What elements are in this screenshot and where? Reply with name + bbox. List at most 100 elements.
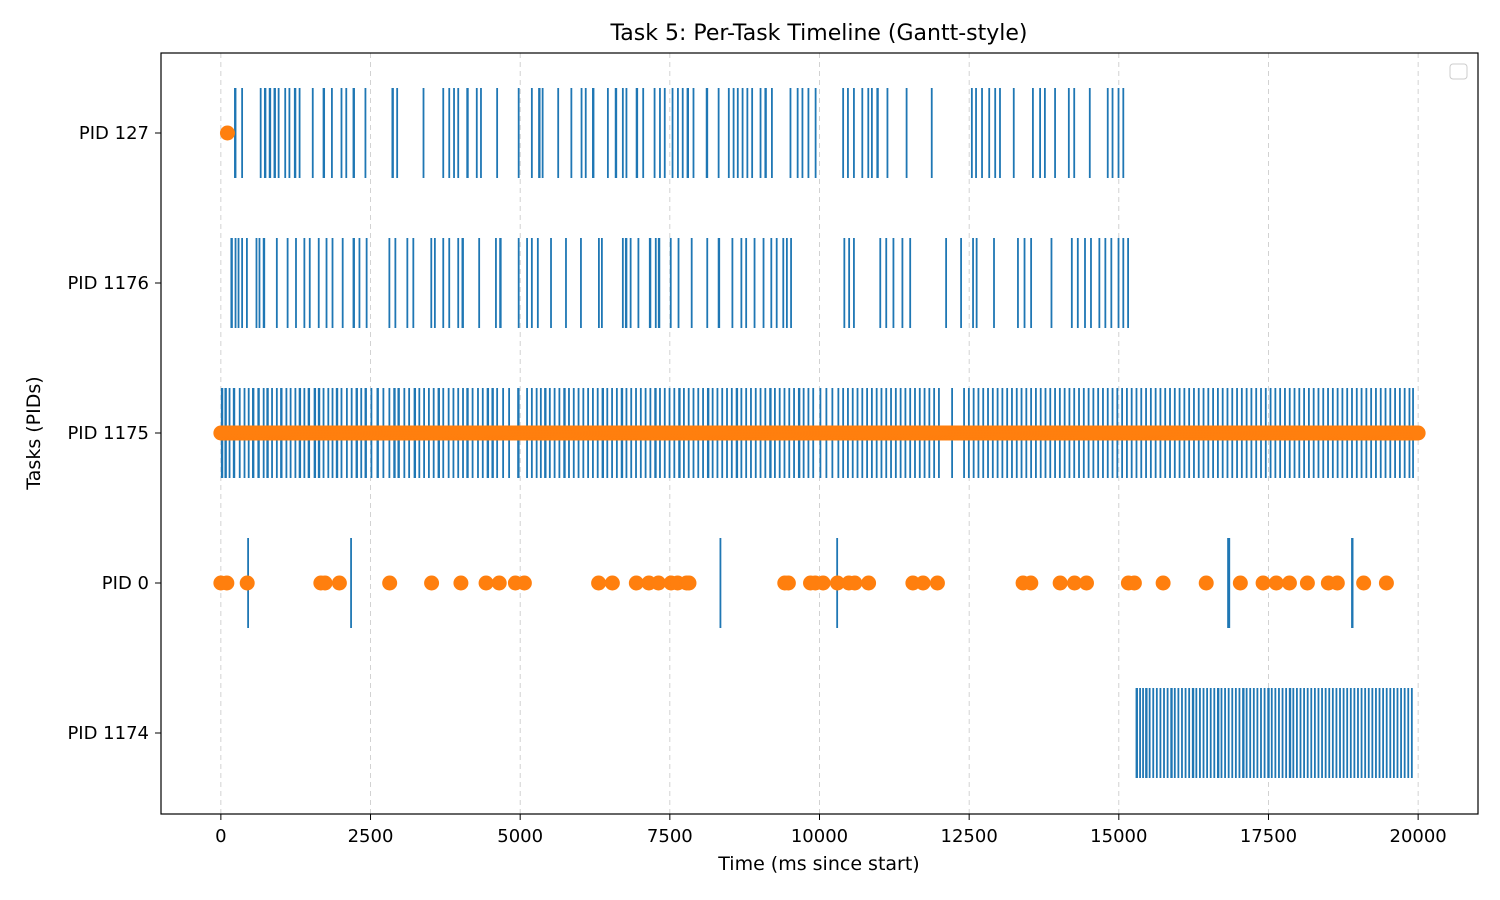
- segment-bar: [322, 88, 326, 178]
- segment-bar: [621, 238, 624, 328]
- event-marker: [1155, 575, 1171, 591]
- segment-bar: [241, 88, 244, 178]
- segment-bar: [1364, 688, 1367, 778]
- segment-bar: [975, 238, 978, 328]
- event-marker: [1198, 575, 1214, 591]
- segment-bar: [1199, 688, 1201, 778]
- y-axis-ticks: PID 127 PID 1176 PID 1175 PID 0 PID 1174: [67, 123, 161, 744]
- segment-bar: [1032, 88, 1034, 178]
- segment-bar: [530, 88, 533, 178]
- segment-bar: [842, 88, 845, 178]
- segment-bar: [457, 88, 460, 178]
- segment-bar: [394, 238, 397, 328]
- y-tick-label: PID 1176: [67, 273, 149, 294]
- segment-bar: [770, 238, 773, 328]
- segment-bar: [442, 238, 445, 328]
- segment-bar: [1122, 238, 1125, 328]
- segment-bar: [1317, 688, 1320, 778]
- segment-bar: [1159, 688, 1162, 778]
- segment-bar: [311, 88, 314, 178]
- segment-bar: [717, 238, 721, 328]
- event-marker: [628, 575, 644, 591]
- segment-bar: [999, 88, 1001, 178]
- segment-bar: [801, 88, 804, 178]
- segment-bar: [517, 88, 520, 178]
- segment-bar: [1342, 688, 1345, 778]
- x-tick-label: 17500: [1240, 826, 1297, 847]
- segment-bar: [624, 238, 628, 328]
- segment-bar: [325, 238, 328, 328]
- segment-bar: [807, 88, 810, 178]
- segment-bar: [1310, 688, 1313, 778]
- segment-bar: [771, 88, 773, 178]
- segment-bar: [945, 238, 948, 328]
- segment-bar: [732, 88, 735, 178]
- segment-bar: [1242, 688, 1245, 778]
- segment-bar: [275, 238, 278, 328]
- segment-bar: [970, 88, 973, 178]
- x-tick-label: 7500: [647, 826, 693, 847]
- event-marker: [1329, 575, 1345, 591]
- segment-bar: [625, 88, 628, 178]
- event-marker: [219, 575, 235, 591]
- segment-bar: [1139, 688, 1141, 778]
- segment-bar: [867, 88, 870, 178]
- segment-bar: [1148, 688, 1151, 778]
- segment-bar: [719, 538, 722, 628]
- segment-bar: [861, 88, 864, 178]
- segment-bar: [654, 238, 657, 328]
- segment-bar: [1067, 88, 1070, 178]
- segment-bar: [241, 238, 244, 328]
- segment-bar: [286, 238, 289, 328]
- segment-bar: [1360, 688, 1363, 778]
- segment-bar: [1252, 688, 1255, 778]
- segment-bar: [775, 238, 778, 328]
- segment-bar: [352, 238, 355, 328]
- segment-bar: [1104, 238, 1107, 328]
- segment-bar: [298, 88, 301, 178]
- event-marker: [829, 575, 845, 591]
- event-marker: [1410, 425, 1426, 441]
- segment-bar: [814, 88, 817, 178]
- segment-bar: [1043, 88, 1046, 178]
- segment-bar: [1195, 688, 1198, 778]
- segment-bar: [692, 88, 695, 178]
- segment-bar: [975, 88, 977, 178]
- segment-bar: [671, 88, 674, 178]
- y-tick-label: PID 1174: [67, 723, 149, 744]
- segment-bar: [740, 238, 743, 328]
- segment-bar: [340, 88, 343, 178]
- segment-bar: [853, 238, 855, 328]
- segment-bar: [495, 238, 497, 328]
- segment-bar: [268, 88, 272, 178]
- segment-bar: [406, 238, 409, 328]
- segment-bar: [727, 88, 730, 178]
- segment-bar: [705, 88, 709, 178]
- segment-bar: [892, 238, 895, 328]
- segment-bar: [536, 238, 539, 328]
- segment-bar: [1070, 238, 1073, 328]
- segment-bar: [557, 88, 560, 178]
- segment-bar: [341, 238, 344, 328]
- segment-bar: [745, 238, 748, 328]
- segment-bar: [1263, 688, 1266, 778]
- segment-bar: [1110, 238, 1113, 328]
- segment-bar: [1224, 688, 1226, 778]
- event-marker: [239, 575, 255, 591]
- segment-bar: [1155, 688, 1158, 778]
- segment-bar: [1227, 538, 1231, 628]
- segment-bar: [364, 88, 367, 178]
- segment-bar: [517, 238, 520, 328]
- segment-bar: [1152, 688, 1155, 778]
- segment-bar: [234, 238, 237, 328]
- segment-bar: [1181, 688, 1183, 778]
- segment-bar: [453, 88, 455, 178]
- event-marker: [1078, 575, 1094, 591]
- segment-bar: [1375, 688, 1377, 778]
- segment-bar: [1331, 688, 1334, 778]
- event-marker: [915, 575, 931, 591]
- segment-bar: [790, 238, 792, 328]
- segment-bar: [1166, 688, 1169, 778]
- segment-bar: [1335, 688, 1338, 778]
- segment-bar: [1073, 88, 1076, 178]
